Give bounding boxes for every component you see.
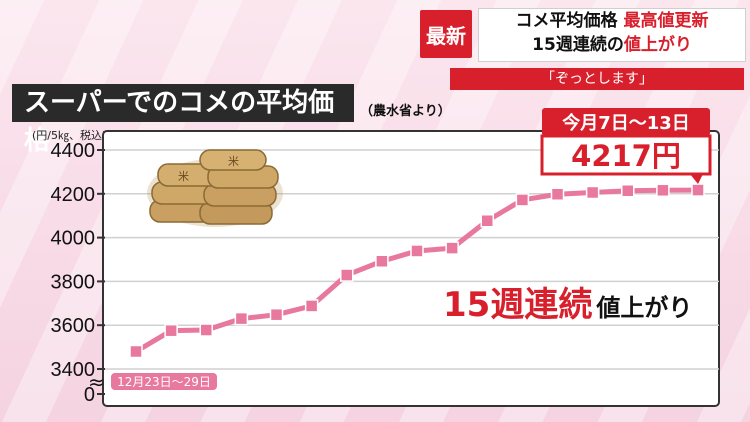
data-point [585, 185, 600, 200]
data-point [515, 193, 530, 207]
data-point [340, 268, 354, 282]
y-tick-label: 4400 [51, 140, 96, 162]
axis-break-icon: ≈ [88, 370, 105, 394]
headline-part-2: 最高値更新 [623, 11, 709, 31]
price-series [129, 183, 705, 359]
y-tick-labels: 0 3400 3600 3800 4000 4200 4400 [51, 140, 105, 406]
first-period-text: 12月23日～29日 [117, 375, 211, 389]
latest-badge: 最新 [420, 10, 472, 58]
weeks-count: 15週連続 [443, 285, 592, 325]
svg-text:米: 米 [228, 155, 239, 168]
headline: コメ平均価格 最高値更新 15週連続の値上がり [478, 8, 746, 62]
data-point [164, 323, 178, 338]
data-point [199, 323, 213, 337]
y-tick-label: 0 [84, 384, 95, 406]
y-tick-label: 4000 [51, 228, 96, 250]
data-point [621, 183, 635, 198]
y-tick-label: 4200 [51, 184, 96, 206]
headline-part-4: 値上がり [623, 35, 692, 55]
data-point [304, 299, 319, 313]
data-point [269, 307, 284, 322]
y-tick-label: 3400 [51, 359, 96, 381]
news-banner: 最新 コメ平均価格 最高値更新 15週連続の値上がり 「ぞっとします」 [420, 6, 746, 92]
data-point [445, 241, 459, 255]
data-point [234, 311, 249, 326]
y-tick-label: 3600 [51, 315, 96, 337]
data-point [480, 213, 494, 228]
data-point [375, 254, 389, 269]
chart-title: スーパーでのコメの平均価格 [12, 84, 354, 156]
quote-bar: 「ぞっとします」 [450, 68, 744, 90]
weeks-text: 値上がり [595, 294, 692, 322]
last-value-callout: 今月7日～13日 4217円 [540, 108, 712, 184]
rice-bags-icon: 米 米 [147, 149, 283, 227]
data-point [129, 344, 143, 359]
data-point [410, 244, 424, 258]
last-period-text: 今月7日～13日 [562, 112, 690, 134]
svg-text:米: 米 [178, 170, 189, 183]
chart-source: （農水省より） [360, 104, 451, 119]
data-point [691, 183, 705, 197]
data-point [550, 187, 565, 201]
headline-part-3: 15週連続の [532, 35, 624, 55]
first-period-label: 12月23日～29日 [111, 373, 217, 390]
weeks-annotation: 15週連続 値上がり [443, 285, 692, 325]
last-value-text: 4217円 [571, 139, 681, 173]
y-tick-label: 3800 [51, 271, 96, 293]
y-axis-unit: (円/5㎏、税込) [32, 129, 107, 142]
data-point [656, 183, 670, 198]
headline-part-1: コメ平均価格 [515, 11, 624, 31]
